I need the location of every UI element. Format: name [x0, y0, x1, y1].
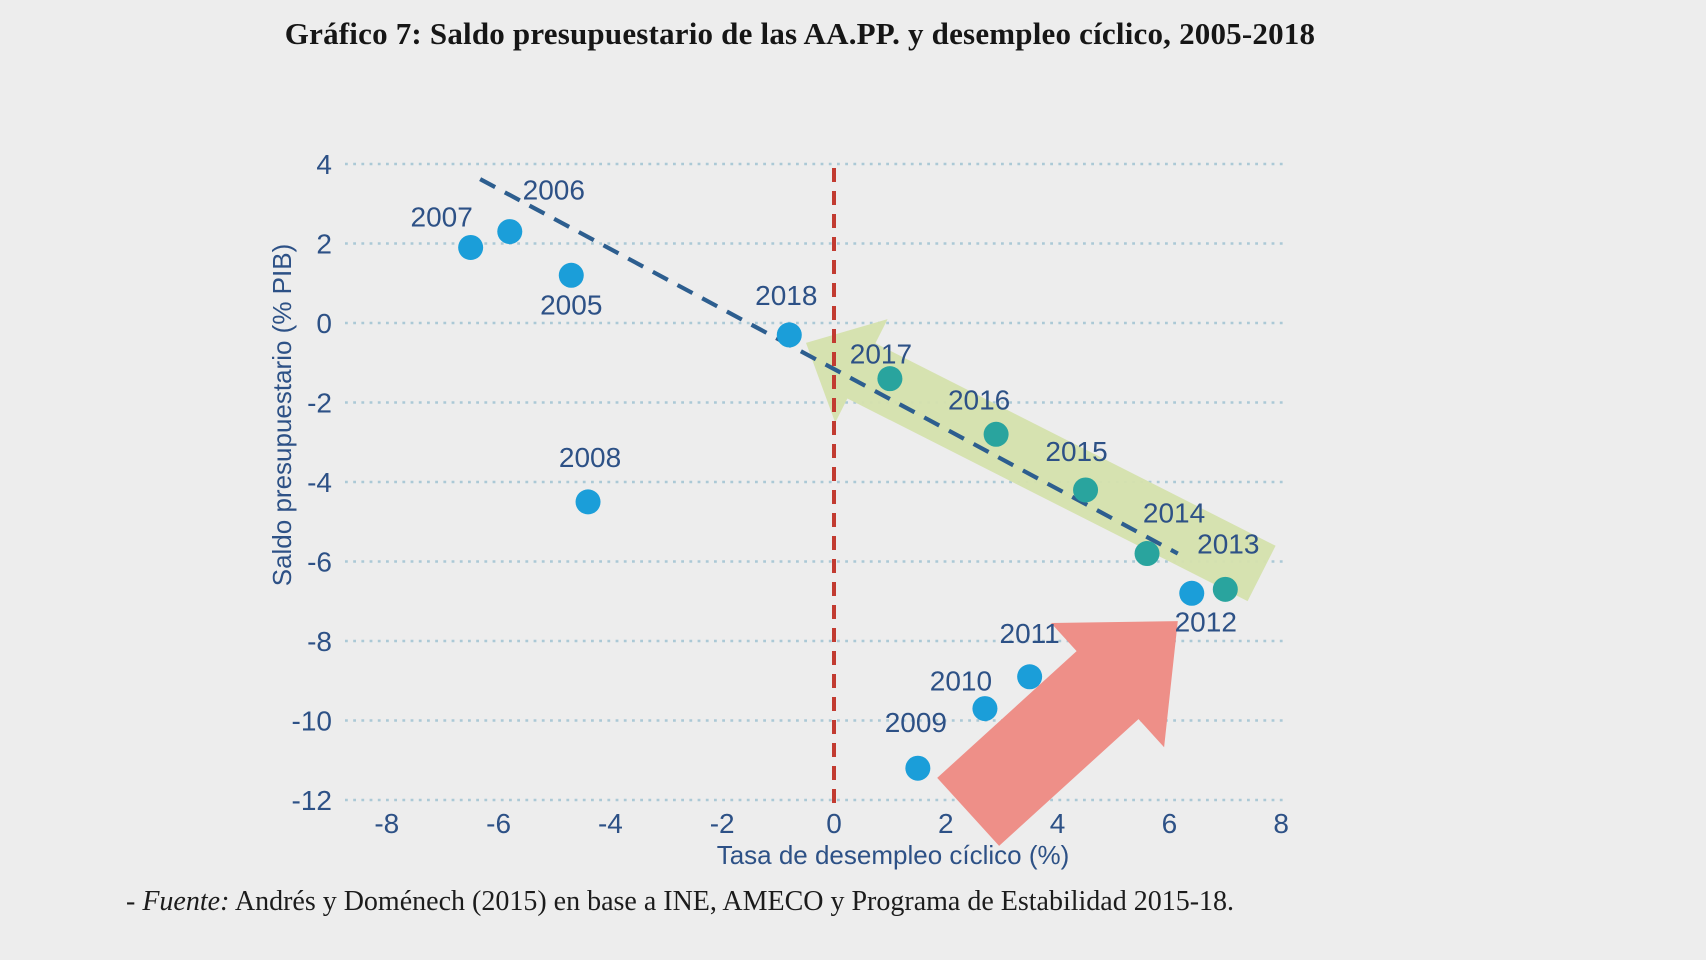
x-tick-label-2: 2	[938, 808, 954, 839]
y-tick-label-4: 4	[316, 149, 332, 180]
data-point-label-2009: 2009	[885, 707, 947, 738]
data-point-2008	[575, 489, 601, 515]
source-text: Andrés y Doménech (2015) en base a INE, …	[229, 886, 1235, 917]
data-point-label-2010: 2010	[930, 666, 992, 697]
trend-line	[479, 177, 1179, 556]
source-fuente-label: Fuente:	[142, 886, 230, 917]
y-axis-title: Saldo presupuestario (% PIB)	[267, 244, 297, 587]
x-tick-label--2: -2	[710, 808, 735, 839]
data-point-label-2016: 2016	[948, 384, 1010, 415]
data-point-2016	[983, 421, 1009, 447]
x-tick-label-6: 6	[1162, 808, 1178, 839]
data-point-2009	[905, 755, 931, 781]
green-trend-arrow	[806, 319, 1276, 602]
data-point-label-2015: 2015	[1045, 436, 1107, 467]
data-point-label-2005: 2005	[540, 289, 602, 320]
data-point-label-2018: 2018	[755, 280, 817, 311]
y-tick-label-2: 2	[316, 229, 332, 260]
data-point-2012	[1179, 580, 1205, 606]
y-tick-label--6: -6	[307, 547, 332, 578]
data-point-label-2006: 2006	[523, 175, 585, 206]
data-point-label-2014: 2014	[1143, 498, 1205, 529]
data-point-2007	[458, 234, 484, 260]
data-point-2017	[877, 366, 903, 392]
source-note: - Fuente: Andrés y Doménech (2015) en ba…	[126, 886, 1234, 918]
chart-title: Gráfico 7: Saldo presupuestario de las A…	[284, 16, 1316, 51]
x-tick-label--8: -8	[374, 808, 399, 839]
data-point-2006	[497, 219, 523, 245]
x-tick-label-8: 8	[1273, 808, 1289, 839]
data-point-label-2011: 2011	[1000, 618, 1060, 649]
x-tick-label-4: 4	[1050, 808, 1066, 839]
x-tick-label--6: -6	[486, 808, 511, 839]
data-point-2005	[558, 262, 584, 288]
y-tick-label-0: 0	[316, 308, 332, 339]
y-tick-label--2: -2	[307, 388, 332, 419]
data-point-label-2008: 2008	[559, 442, 621, 473]
data-point-2018	[776, 322, 802, 348]
y-tick-label--8: -8	[307, 626, 332, 657]
data-point-2014	[1134, 541, 1160, 567]
y-tick-label--4: -4	[307, 467, 332, 498]
data-point-2015	[1073, 477, 1099, 503]
data-point-label-2017: 2017	[850, 339, 912, 370]
data-point-2013	[1212, 576, 1238, 602]
data-point-label-2012: 2012	[1175, 606, 1237, 637]
source-prefix: -	[126, 886, 143, 917]
data-point-label-2013: 2013	[1197, 528, 1259, 559]
x-tick-label--4: -4	[598, 808, 623, 839]
y-tick-label--10: -10	[292, 706, 332, 737]
data-point-label-2007: 2007	[411, 201, 473, 232]
x-tick-label-0: 0	[826, 808, 842, 839]
data-point-2010	[972, 696, 998, 722]
y-tick-label--12: -12	[292, 785, 332, 816]
red-recovery-arrow	[937, 621, 1178, 846]
x-axis-title: Tasa de desempleo cíclico (%)	[717, 840, 1070, 870]
data-point-2011	[1017, 664, 1043, 690]
